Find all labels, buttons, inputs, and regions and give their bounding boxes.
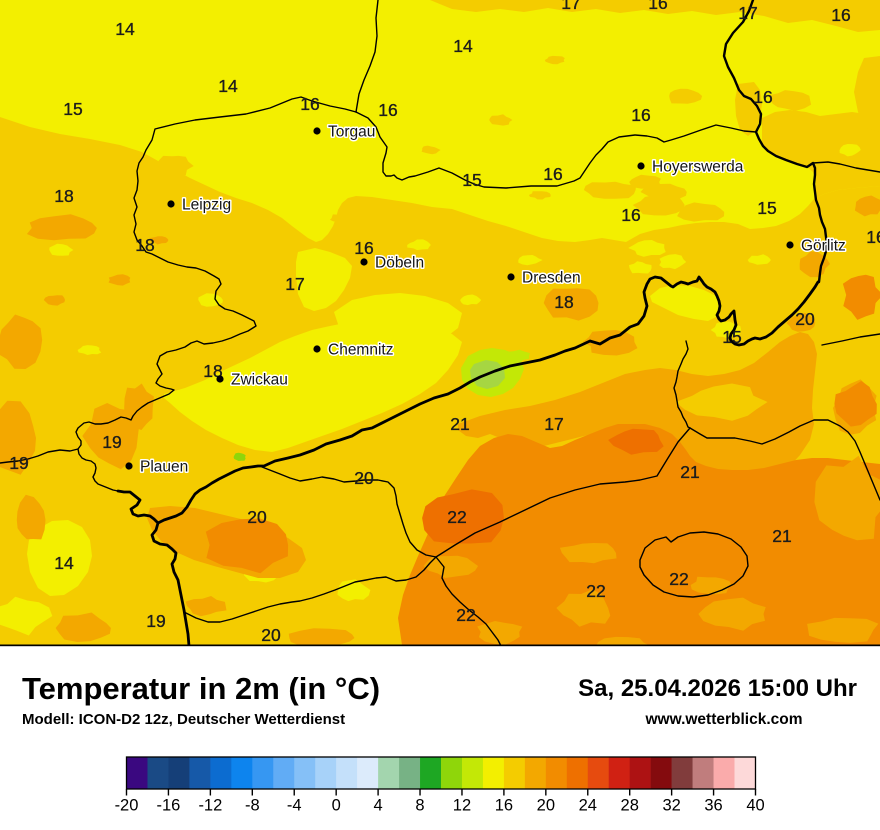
svg-text:20: 20 — [795, 309, 815, 329]
svg-text:22: 22 — [447, 507, 466, 527]
svg-text:Chemnitz: Chemnitz — [328, 342, 393, 359]
svg-text:22: 22 — [669, 569, 688, 589]
svg-text:21: 21 — [450, 414, 469, 434]
svg-text:15: 15 — [462, 170, 481, 190]
svg-text:16: 16 — [621, 205, 640, 225]
svg-text:19: 19 — [146, 611, 165, 631]
svg-text:15: 15 — [757, 198, 776, 218]
svg-text:Sa, 25.04.2026 15:00 Uhr: Sa, 25.04.2026 15:00 Uhr — [578, 675, 857, 702]
svg-text:Hoyerswerda: Hoyerswerda — [652, 159, 744, 176]
svg-text:24: 24 — [579, 797, 597, 815]
svg-text:-8: -8 — [245, 797, 260, 815]
svg-text:17: 17 — [544, 414, 563, 434]
svg-text:17: 17 — [285, 274, 304, 294]
svg-text:20: 20 — [247, 507, 267, 527]
svg-text:21: 21 — [680, 462, 699, 482]
svg-text:-20: -20 — [115, 797, 139, 815]
svg-text:0: 0 — [332, 797, 341, 815]
svg-text:16: 16 — [831, 5, 850, 25]
svg-text:18: 18 — [54, 186, 73, 206]
svg-text:19: 19 — [102, 432, 121, 452]
svg-text:17: 17 — [561, 0, 580, 13]
svg-text:28: 28 — [621, 797, 639, 815]
svg-text:-16: -16 — [157, 797, 181, 815]
svg-text:14: 14 — [54, 553, 74, 573]
svg-text:18: 18 — [554, 292, 573, 312]
svg-text:Leipzig: Leipzig — [182, 197, 231, 214]
svg-text:16: 16 — [495, 797, 513, 815]
svg-text:-4: -4 — [287, 797, 302, 815]
svg-text:22: 22 — [456, 605, 475, 625]
svg-text:Plauen: Plauen — [140, 459, 188, 476]
svg-text:36: 36 — [704, 797, 722, 815]
svg-text:21: 21 — [772, 526, 791, 546]
svg-text:14: 14 — [453, 36, 473, 56]
svg-text:Dresden: Dresden — [522, 270, 581, 287]
svg-text:16: 16 — [354, 238, 373, 258]
svg-text:16: 16 — [378, 100, 397, 120]
svg-text:Görlitz: Görlitz — [801, 238, 846, 255]
svg-text:Torgau: Torgau — [328, 124, 375, 141]
svg-text:16: 16 — [648, 0, 667, 13]
svg-text:32: 32 — [662, 797, 680, 815]
svg-text:16: 16 — [631, 105, 650, 125]
svg-text:16: 16 — [543, 164, 562, 184]
svg-text:15: 15 — [722, 327, 741, 347]
svg-text:www.wetterblick.com: www.wetterblick.com — [644, 711, 802, 728]
svg-text:22: 22 — [586, 581, 605, 601]
svg-text:18: 18 — [135, 235, 154, 255]
svg-text:14: 14 — [115, 19, 135, 39]
svg-text:16: 16 — [866, 227, 880, 247]
svg-text:20: 20 — [261, 625, 281, 645]
svg-text:Döbeln: Döbeln — [375, 255, 424, 272]
svg-text:12: 12 — [453, 797, 471, 815]
svg-text:19: 19 — [9, 453, 28, 473]
svg-text:Zwickau: Zwickau — [231, 372, 288, 389]
svg-text:15: 15 — [63, 99, 82, 119]
svg-text:8: 8 — [415, 797, 424, 815]
svg-text:20: 20 — [537, 797, 555, 815]
svg-text:17: 17 — [738, 3, 757, 23]
svg-text:14: 14 — [218, 76, 238, 96]
svg-text:Modell: ICON-D2 12z, Deutscher: Modell: ICON-D2 12z, Deutscher Wetterdie… — [22, 711, 345, 728]
svg-text:40: 40 — [746, 797, 764, 815]
svg-text:20: 20 — [354, 468, 374, 488]
svg-text:16: 16 — [300, 94, 319, 114]
svg-text:16: 16 — [753, 87, 772, 107]
svg-text:4: 4 — [374, 797, 383, 815]
svg-text:-12: -12 — [198, 797, 222, 815]
svg-text:Temperatur in 2m (in °C): Temperatur in 2m (in °C) — [22, 671, 380, 706]
